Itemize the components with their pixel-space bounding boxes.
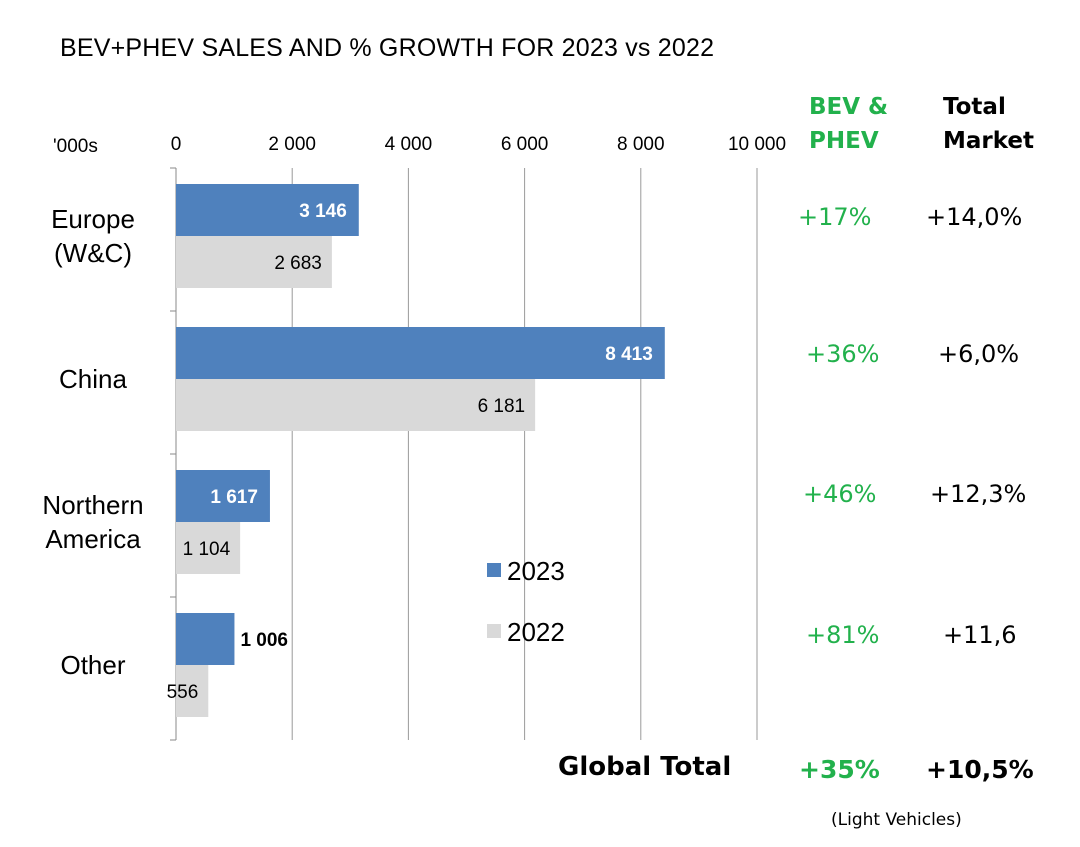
total-market-column-header: Total Market: [943, 90, 1034, 158]
x-tick-label: 6 000: [501, 134, 549, 155]
global-total-label: Global Total: [558, 752, 732, 782]
data-label-2022: 2 683: [274, 253, 322, 274]
data-label-2022: 556: [167, 682, 199, 703]
data-label-2023: 3 146: [299, 201, 347, 222]
global-total-growth: +10,5%: [926, 755, 1034, 784]
legend-label-2022: 2022: [507, 617, 565, 647]
bev-header-line-1: BEV &: [809, 94, 889, 120]
bar-2022: [176, 665, 209, 717]
x-tick-label: 8 000: [617, 134, 665, 155]
data-label-2022: 6 181: [478, 396, 526, 417]
category-label: Northern: [42, 490, 143, 520]
bev-header-line-2: PHEV: [809, 128, 879, 154]
total-growth-northern-america: +12,3%: [930, 480, 1027, 508]
chart-title: BEV+PHEV SALES AND % GROWTH FOR 2023 vs …: [60, 34, 715, 62]
bev-growth-other: +81%: [806, 621, 880, 649]
data-label-2022: 1 104: [183, 539, 231, 560]
bev-growth-china: +36%: [806, 340, 880, 368]
legend-swatch-2023: [487, 563, 501, 577]
bar-2023: [176, 470, 270, 522]
bev-growth-europe: +17%: [798, 203, 872, 231]
total-growth-europe: +14,0%: [926, 203, 1023, 231]
bar-2023: [176, 613, 235, 665]
legend-label-2023: 2023: [507, 556, 565, 586]
total-growth-china: +6,0%: [938, 340, 1020, 368]
x-tick-label: 4 000: [385, 134, 433, 155]
bar-2022: [176, 236, 332, 288]
global-bev-growth: +35%: [799, 755, 880, 784]
bar-2023: [176, 327, 665, 379]
unit-label: '000s: [53, 136, 98, 157]
bar-2022: [176, 522, 241, 574]
category-label: Other: [60, 650, 125, 680]
total-header-line-2: Market: [943, 128, 1035, 154]
total-growth-other: +11,6: [943, 621, 1017, 649]
data-label-2023: 1 006: [240, 630, 288, 651]
category-label: America: [45, 524, 141, 554]
category-label: China: [59, 364, 127, 394]
footnote: (Light Vehicles): [831, 810, 962, 830]
x-tick-label: 10 000: [728, 134, 786, 155]
bar-2023: [176, 184, 359, 236]
legend-swatch-2022: [487, 624, 501, 638]
bev-phev-column-header: BEV & PHEV: [809, 90, 888, 158]
x-tick-label: 0: [171, 134, 182, 155]
bev-growth-northern-america: +46%: [803, 480, 877, 508]
total-header-line-1: Total: [943, 94, 1006, 120]
category-label: (W&C): [54, 238, 132, 268]
x-tick-label: 2 000: [268, 134, 316, 155]
data-label-2023: 1 617: [210, 487, 258, 508]
data-label-2023: 8 413: [605, 344, 653, 365]
bar-2022: [176, 379, 536, 431]
category-label: Europe: [51, 204, 135, 234]
